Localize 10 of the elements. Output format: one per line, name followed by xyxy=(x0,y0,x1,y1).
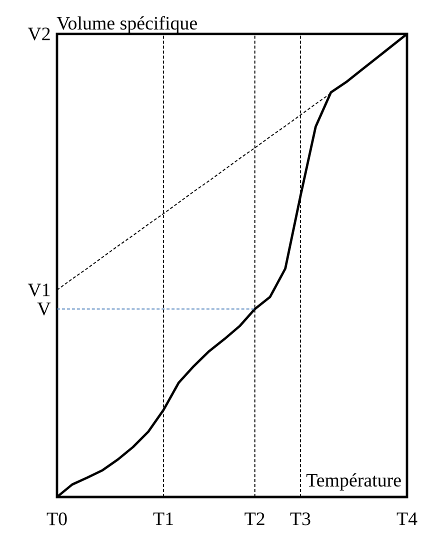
x-tick-label: T3 xyxy=(290,512,310,526)
annotation: V1 xyxy=(28,284,50,296)
x-tick-label: T4 xyxy=(396,512,418,525)
y-axis-title: Volume spécifique xyxy=(56,16,197,34)
x-tick-label: T2 xyxy=(244,512,264,526)
x-axis-title: Température xyxy=(306,473,401,490)
x-tick-label: T1 xyxy=(153,512,173,526)
annotation: V xyxy=(37,302,51,316)
text: V2 xyxy=(28,28,50,40)
x-tick-label: T0 xyxy=(46,512,67,526)
